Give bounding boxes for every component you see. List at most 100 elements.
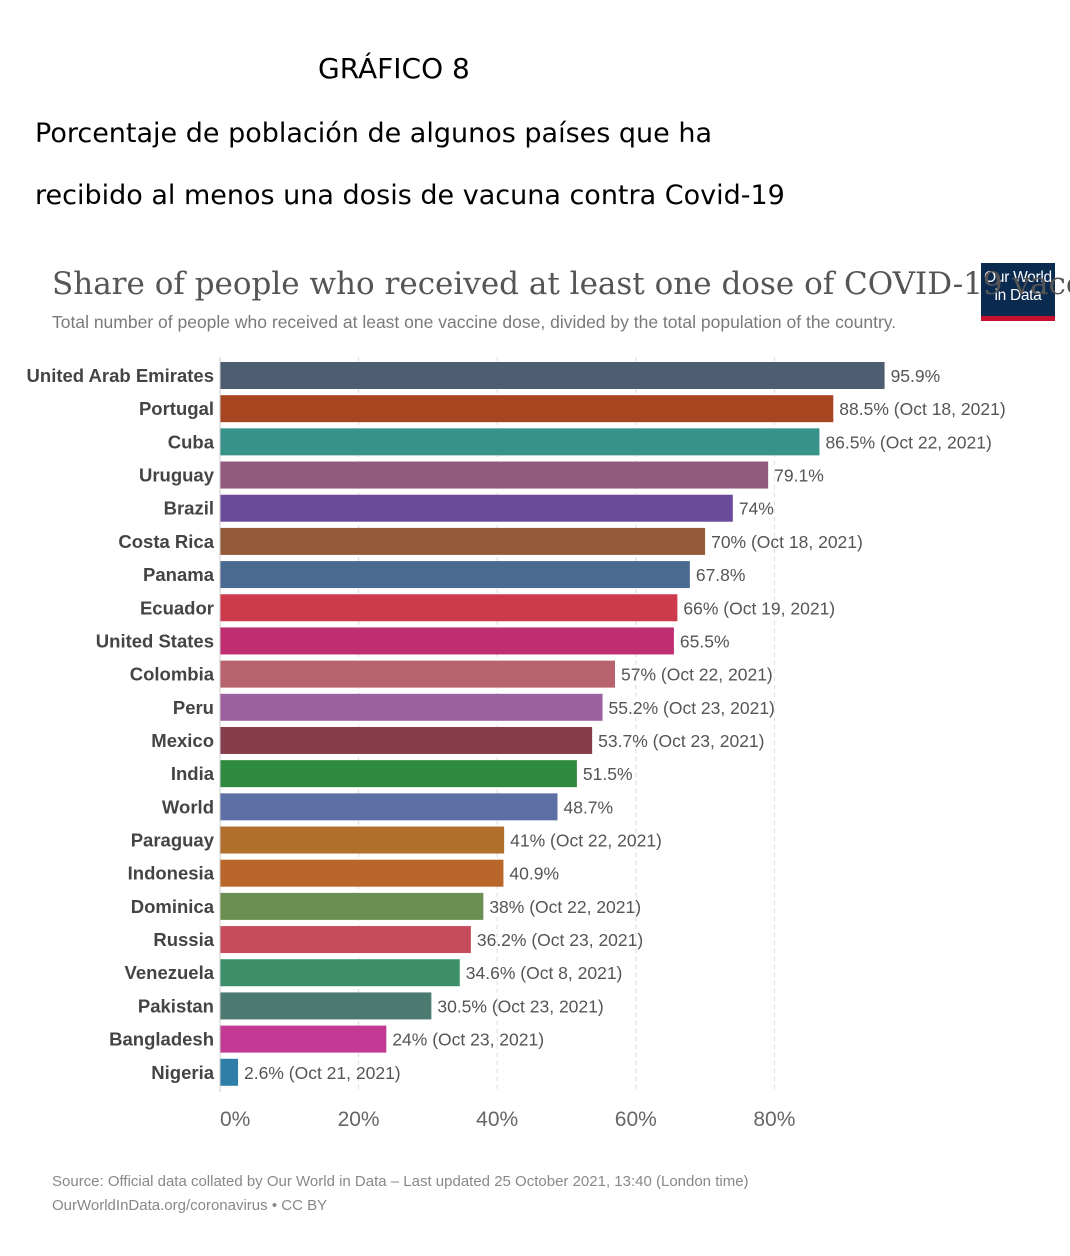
data-label: 24% (Oct 23, 2021) — [392, 1030, 544, 1050]
data-label: 36.2% (Oct 23, 2021) — [477, 930, 643, 950]
category-label: Costa Rica — [118, 531, 214, 552]
category-label: Bangladesh — [109, 1029, 214, 1050]
data-label: 55.2% (Oct 23, 2021) — [609, 698, 775, 718]
bar-row[interactable]: Panama 67.8% — [143, 561, 746, 589]
bar-row[interactable]: World 48.7% — [162, 793, 613, 821]
bar[interactable] — [220, 461, 769, 489]
data-label: 88.5% (Oct 18, 2021) — [839, 399, 1005, 419]
category-label: Paraguay — [131, 830, 215, 851]
bar[interactable] — [220, 660, 616, 688]
bar[interactable] — [220, 561, 690, 589]
bar[interactable] — [220, 428, 820, 456]
bar-row[interactable]: Mexico 53.7% (Oct 23, 2021) — [151, 726, 765, 754]
data-label: 95.9% — [891, 366, 941, 386]
bar-row[interactable]: Uruguay 79.1% — [139, 461, 824, 489]
x-tick-label: 40% — [476, 1108, 518, 1131]
data-label: 51.5% — [583, 764, 633, 784]
logo-line-1: Our World — [984, 269, 1052, 286]
data-label: 70% (Oct 18, 2021) — [711, 532, 863, 552]
data-label: 65.5% — [680, 631, 730, 651]
bar-row[interactable]: Peru 55.2% (Oct 23, 2021) — [173, 693, 775, 721]
category-label: United Arab Emirates — [27, 365, 214, 386]
bar[interactable] — [220, 859, 504, 887]
category-label: World — [162, 796, 214, 817]
category-label: Russia — [153, 929, 214, 950]
data-label: 38% (Oct 22, 2021) — [489, 897, 641, 917]
x-tick-label: 60% — [615, 1108, 657, 1131]
bar-row[interactable]: Bangladesh 24% (Oct 23, 2021) — [109, 1025, 544, 1053]
bar[interactable] — [220, 627, 674, 655]
data-label: 66% (Oct 19, 2021) — [683, 598, 835, 618]
bar[interactable] — [220, 959, 460, 987]
x-tick-label: 20% — [338, 1108, 380, 1131]
category-label: Colombia — [130, 664, 215, 685]
category-label: Venezuela — [125, 962, 215, 983]
page-heading-line-2: recibido al menos una dosis de vacuna co… — [35, 180, 785, 211]
x-tick-label: 0% — [220, 1108, 250, 1131]
bar[interactable] — [220, 527, 706, 555]
chart-source: Source: Official data collated by Our Wo… — [52, 1173, 749, 1190]
owid-logo[interactable]: Our World in Data — [981, 263, 1055, 321]
bar[interactable] — [220, 726, 593, 754]
chart-subtitle: Total number of people who received at l… — [52, 312, 896, 332]
bar-row[interactable]: Indonesia 40.9% — [128, 859, 559, 887]
bar-row[interactable]: Nigeria 2.6% (Oct 21, 2021) — [151, 1058, 401, 1086]
bar-row[interactable]: Ecuador 66% (Oct 19, 2021) — [140, 594, 835, 622]
x-axis: 0% 20% 40% 60% 80% — [219, 357, 795, 1131]
bar[interactable] — [220, 892, 484, 920]
category-label: Indonesia — [128, 863, 215, 884]
bar[interactable] — [220, 594, 678, 622]
data-label: 41% (Oct 22, 2021) — [510, 831, 662, 851]
category-label: Brazil — [164, 498, 214, 519]
bar-row[interactable]: Colombia 57% (Oct 22, 2021) — [130, 660, 773, 688]
bar-row[interactable]: Russia 36.2% (Oct 23, 2021) — [153, 926, 643, 954]
bar[interactable] — [220, 362, 885, 389]
category-label: Ecuador — [140, 597, 214, 618]
bar-row[interactable]: Costa Rica 70% (Oct 18, 2021) — [118, 527, 863, 555]
bar-row[interactable]: United Arab Emirates 95.9% — [27, 362, 941, 389]
bar-row[interactable]: Paraguay 41% (Oct 22, 2021) — [131, 826, 662, 854]
category-label: India — [171, 763, 215, 784]
bar-row[interactable]: India 51.5% — [171, 760, 633, 788]
bar-row[interactable]: Venezuela 34.6% (Oct 8, 2021) — [125, 959, 623, 987]
category-label: Panama — [143, 564, 215, 585]
data-label: 57% (Oct 22, 2021) — [621, 665, 773, 685]
data-label: 67.8% — [696, 565, 746, 585]
bar[interactable] — [220, 793, 558, 821]
category-label: Cuba — [168, 431, 215, 452]
data-label: 53.7% (Oct 23, 2021) — [598, 731, 764, 751]
logo-line-2: in Data — [994, 287, 1042, 304]
x-tick-label: 80% — [753, 1108, 795, 1131]
bar[interactable] — [220, 926, 471, 954]
bar[interactable] — [220, 395, 834, 423]
bar-row[interactable]: Pakistan 30.5% (Oct 23, 2021) — [138, 992, 604, 1020]
bar[interactable] — [220, 1025, 387, 1053]
bar[interactable] — [220, 693, 603, 721]
bar-row[interactable]: Brazil 74% — [164, 494, 774, 522]
bar[interactable] — [220, 992, 432, 1020]
data-label: 79.1% — [774, 466, 824, 486]
bar[interactable] — [220, 494, 733, 522]
bar-row[interactable]: Portugal 88.5% (Oct 18, 2021) — [139, 395, 1006, 423]
bar[interactable] — [220, 826, 505, 854]
bar[interactable] — [220, 760, 577, 788]
category-label: Dominica — [131, 896, 215, 917]
chart-title: Share of people who received at least on… — [52, 266, 1070, 302]
category-label: Peru — [173, 697, 214, 718]
category-label: Pakistan — [138, 995, 214, 1016]
page-heading-line-1: Porcentaje de población de algunos paíse… — [35, 118, 713, 149]
chart-source-url[interactable]: OurWorldInData.org/coronavirus • CC BY — [52, 1197, 327, 1214]
logo-accent-bar — [981, 316, 1055, 321]
bar-row[interactable]: Cuba 86.5% (Oct 22, 2021) — [168, 428, 992, 456]
data-label: 2.6% (Oct 21, 2021) — [244, 1063, 401, 1083]
category-label: Portugal — [139, 398, 214, 419]
bar[interactable] — [220, 1058, 239, 1086]
page-heading-label: GRÁFICO 8 — [318, 52, 470, 85]
data-label: 40.9% — [509, 864, 559, 884]
bar-row[interactable]: Dominica 38% (Oct 22, 2021) — [131, 892, 641, 920]
data-label: 34.6% (Oct 8, 2021) — [466, 963, 623, 983]
bar-row[interactable]: United States 65.5% — [96, 627, 730, 655]
category-label: Uruguay — [139, 465, 215, 486]
data-label: 86.5% (Oct 22, 2021) — [825, 432, 991, 452]
data-label: 74% — [739, 499, 774, 519]
